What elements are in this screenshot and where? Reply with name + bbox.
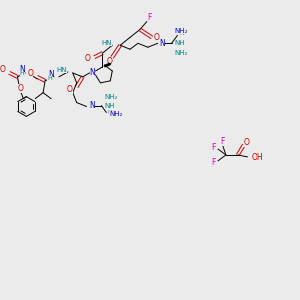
Text: F: F <box>148 13 152 22</box>
Text: O: O <box>0 65 6 74</box>
Text: O: O <box>85 54 91 63</box>
Text: NH₂: NH₂ <box>175 50 188 56</box>
Text: N: N <box>89 101 95 110</box>
Text: NH₂: NH₂ <box>175 28 188 34</box>
Text: NH₂: NH₂ <box>104 94 118 100</box>
Text: O: O <box>17 84 23 93</box>
Text: NH₂: NH₂ <box>109 111 123 117</box>
Text: F: F <box>220 136 224 146</box>
Text: NH: NH <box>104 103 115 109</box>
Text: O: O <box>67 85 73 94</box>
Text: N: N <box>20 65 25 74</box>
Text: N: N <box>90 68 95 77</box>
Text: H: H <box>107 110 112 115</box>
Text: N: N <box>48 70 54 80</box>
Text: HN: HN <box>56 67 67 73</box>
Text: O: O <box>27 69 33 78</box>
Text: O: O <box>154 33 160 42</box>
Text: H: H <box>20 71 24 76</box>
Text: F: F <box>212 158 216 167</box>
Text: HN: HN <box>102 40 112 46</box>
Text: F: F <box>212 142 216 152</box>
Text: O: O <box>106 57 112 66</box>
Text: OH: OH <box>252 153 263 162</box>
Text: H: H <box>47 76 52 81</box>
Text: NH: NH <box>175 40 185 46</box>
Text: O: O <box>244 138 250 147</box>
Text: H: H <box>179 31 184 36</box>
Text: N: N <box>160 39 165 48</box>
